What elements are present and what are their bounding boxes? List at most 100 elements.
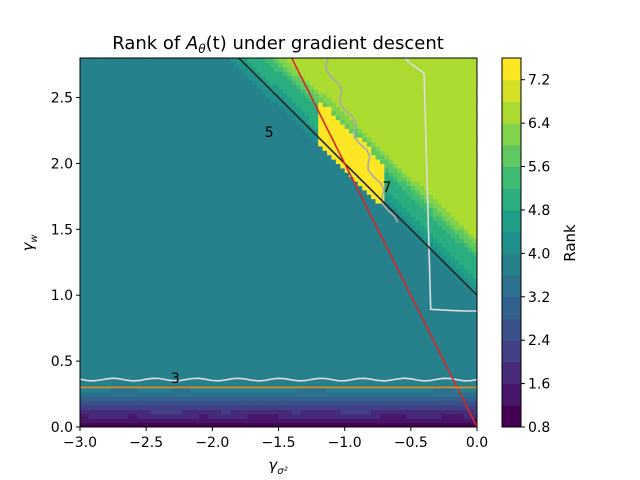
heatmap-cell [318, 176, 324, 182]
heatmap-cell [177, 396, 183, 402]
heatmap-cell [238, 361, 244, 367]
heatmap-cell [282, 413, 288, 419]
heatmap-cell [102, 185, 108, 191]
heatmap-cell [265, 339, 271, 345]
heatmap-cell [260, 374, 266, 380]
heatmap-cell [221, 194, 227, 200]
heatmap-cell [331, 387, 337, 393]
heatmap-cell [296, 198, 302, 204]
heatmap-cell [313, 137, 319, 143]
heatmap-cell [304, 286, 310, 292]
heatmap-cell [80, 106, 86, 112]
heatmap-cell [185, 347, 191, 353]
heatmap-cell [150, 242, 156, 248]
heatmap-cell [159, 106, 165, 112]
heatmap-cell [331, 396, 337, 402]
heatmap-cell [234, 418, 240, 424]
heatmap-cell [168, 115, 174, 121]
heatmap-cell [234, 277, 240, 283]
heatmap-cell [282, 150, 288, 156]
heatmap-cell [93, 330, 99, 336]
heatmap-cell [159, 115, 165, 121]
heatmap-cell [194, 194, 200, 200]
heatmap-cell [313, 224, 319, 230]
heatmap-cell [313, 220, 319, 226]
heatmap-cell [331, 246, 337, 252]
heatmap-cell [335, 339, 341, 345]
heatmap-cell [327, 251, 333, 257]
heatmap-cell [265, 185, 271, 191]
heatmap-cell [252, 347, 258, 353]
heatmap-cell [331, 62, 337, 68]
heatmap-cell [282, 181, 288, 186]
heatmap-cell [291, 211, 297, 217]
heatmap-cell [102, 106, 108, 112]
heatmap-cell [159, 290, 165, 296]
heatmap-cell [313, 189, 319, 195]
heatmap-cell [93, 167, 99, 173]
heatmap-cell [225, 246, 231, 252]
heatmap-cell [247, 413, 253, 419]
heatmap-cell [172, 400, 178, 406]
heatmap-cell [282, 207, 288, 213]
heatmap-cell [274, 334, 280, 340]
heatmap-cell [335, 119, 341, 125]
heatmap-cell [141, 396, 147, 402]
heatmap-cell [300, 400, 306, 406]
heatmap-cell [194, 334, 200, 340]
heatmap-cell [309, 163, 315, 169]
heatmap-cell [318, 295, 324, 301]
heatmap-cell [313, 167, 319, 173]
heatmap-cell [282, 185, 288, 191]
heatmap-cell [203, 185, 209, 191]
heatmap-cell [304, 282, 310, 288]
heatmap-cell [331, 255, 337, 261]
heatmap-cell [128, 264, 134, 270]
heatmap-cell [110, 71, 116, 77]
heatmap-cell [335, 79, 341, 85]
heatmap-cell [327, 378, 333, 384]
heatmap-cell [327, 321, 333, 327]
heatmap-cell [124, 277, 130, 283]
heatmap-cell [185, 299, 191, 305]
heatmap-cell [296, 194, 302, 200]
heatmap-cell [331, 317, 337, 323]
heatmap-cell [177, 321, 183, 327]
heatmap-cell [80, 137, 86, 143]
heatmap-cell [304, 62, 310, 68]
heatmap-cell [102, 282, 108, 288]
heatmap-cell [327, 141, 333, 147]
heatmap-cell [300, 97, 306, 103]
heatmap-cell [282, 128, 288, 134]
heatmap-cell [159, 110, 165, 116]
heatmap-cell [128, 207, 134, 213]
heatmap-cell [238, 110, 244, 116]
heatmap-cell [238, 304, 244, 309]
heatmap-cell [154, 387, 160, 393]
heatmap-cell [247, 224, 253, 230]
heatmap-cell [322, 273, 328, 279]
heatmap-cell [247, 312, 253, 318]
heatmap-cell [159, 356, 165, 362]
heatmap-cell [110, 325, 116, 331]
heatmap-cell [278, 119, 284, 125]
heatmap-cell [97, 211, 103, 217]
heatmap-cell [88, 202, 94, 208]
heatmap-cell [194, 211, 200, 217]
heatmap-cell [163, 413, 169, 419]
heatmap-cell [163, 106, 169, 112]
heatmap-cell [80, 277, 86, 283]
heatmap-cell [247, 220, 253, 226]
heatmap-cell [287, 286, 293, 292]
heatmap-cell [163, 238, 169, 244]
heatmap-cell [168, 211, 174, 217]
heatmap-cell [102, 325, 108, 331]
heatmap-cell [199, 110, 205, 116]
heatmap-cell [119, 378, 125, 384]
heatmap-cell [225, 75, 231, 81]
heatmap-cell [110, 172, 116, 178]
heatmap-cell [154, 123, 160, 129]
heatmap-cell [106, 304, 112, 309]
heatmap-cell [291, 93, 297, 99]
heatmap-cell [260, 93, 266, 99]
